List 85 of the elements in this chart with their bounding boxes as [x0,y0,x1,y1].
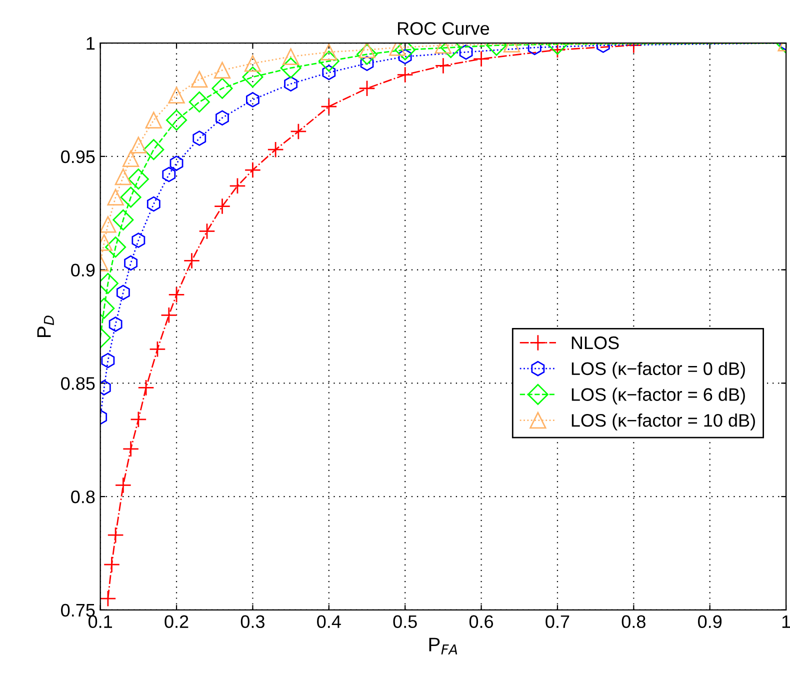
point [267,141,284,158]
legend-label: LOS (κ−factor = 6 dB) [572,388,745,404]
point [100,590,116,607]
point [284,76,298,92]
point [132,232,146,248]
point [244,162,262,178]
point [322,64,336,80]
point [122,150,140,168]
point [216,110,229,126]
legend-label: LOS (κ−factor = 10 dB) [572,414,755,430]
x-axis-title: P$_{FA}$ [429,638,458,654]
y-tick-label: 0.95 [61,150,95,164]
point [130,136,147,154]
point [198,222,216,240]
point [183,252,200,270]
legend-label: LOS (κ−factor = 0 dB) [572,362,745,379]
point [188,91,210,112]
point [191,70,208,88]
point [356,44,378,65]
point [434,57,452,74]
point [290,123,307,140]
point [101,352,115,368]
point [145,112,162,128]
point [120,186,142,208]
point [320,98,338,115]
point [160,306,178,324]
point [320,44,338,60]
point [360,56,374,72]
point [166,110,188,131]
legend-label: NLOS [572,336,619,350]
point [549,43,566,58]
point [146,196,160,212]
point [280,57,302,78]
point [108,316,122,332]
point [170,156,184,171]
point [100,216,116,233]
y-tick-label: 1 [86,37,95,50]
y-tick-label: 0.9 [71,264,95,277]
point [246,92,260,108]
x-tick-label: 0.8 [622,615,646,628]
point [128,168,149,190]
x-tick-label: 0.5 [393,615,417,628]
point [242,66,264,88]
point [103,556,120,573]
point [143,139,164,160]
point [244,55,262,72]
point [214,62,231,79]
point [229,178,246,194]
x-tick-label: 0.2 [164,615,188,628]
point [149,340,166,358]
point [130,411,147,428]
point [116,284,130,300]
point [318,50,340,72]
point [138,379,154,396]
point [282,48,300,65]
point [168,286,185,304]
point [112,209,134,230]
x-tick-label: 0.3 [240,615,264,628]
point [114,168,132,186]
point [122,440,140,458]
point [107,188,124,206]
point [214,198,231,215]
x-tick-label: 0.6 [469,615,494,628]
y-tick-label: 0.75 [61,604,95,617]
y-axis-title: P$_{D}$ [37,316,54,338]
point [162,166,176,182]
x-tick-label: 0.4 [317,615,341,628]
point [459,44,473,60]
point [472,50,490,68]
point [168,86,185,104]
point [107,526,124,544]
x-tick-label: 0.9 [698,615,722,628]
x-tick-label: 1 [782,615,790,628]
point [105,236,126,258]
y-tick-label: 0.8 [71,490,95,504]
chart-title: ROC Curve [398,22,490,35]
y-tick-label: 0.85 [61,377,95,390]
point [212,78,233,99]
point [124,255,138,271]
point [114,476,132,494]
x-tick-label: 0.1 [88,615,112,628]
x-tick-label: 0.7 [546,615,570,628]
point [396,66,414,84]
point [358,80,376,97]
point [192,130,206,146]
